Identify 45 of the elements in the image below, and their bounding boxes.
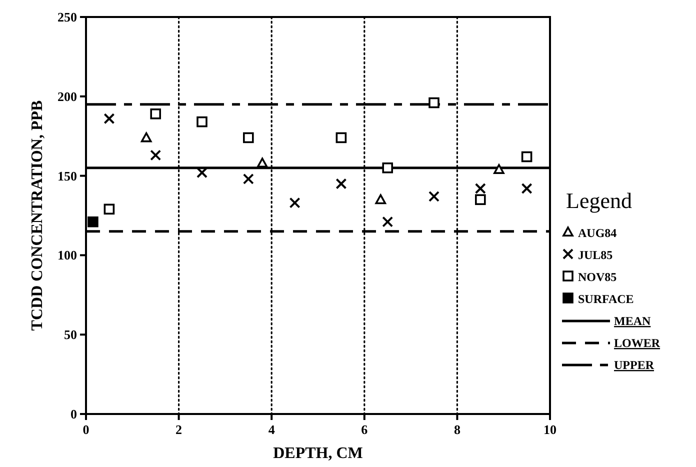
legend-label: UPPER: [614, 358, 654, 372]
legend-label: NOV85: [578, 270, 617, 284]
x-tick-label: 8: [454, 422, 461, 437]
legend-label: MEAN: [614, 314, 651, 328]
point: [140, 132, 152, 142]
point: [104, 113, 115, 124]
x-tick-label: 0: [82, 422, 90, 437]
point: [375, 194, 386, 204]
point: [521, 183, 532, 194]
point: [289, 197, 300, 208]
y-tick-label: 100: [58, 248, 77, 263]
point: [150, 150, 162, 161]
point: [428, 97, 440, 108]
point: [336, 178, 347, 190]
point: [382, 216, 394, 228]
point: [475, 194, 486, 206]
point: [494, 164, 504, 174]
point: [336, 132, 347, 144]
legend-label: SURFACE: [578, 292, 634, 306]
point: [242, 173, 254, 184]
x-tick-label: 2: [176, 422, 182, 437]
legend-title: Legend: [566, 188, 632, 213]
point: [88, 216, 98, 228]
legend-label: AUG84: [578, 226, 617, 240]
point: [243, 132, 254, 144]
point: [428, 190, 440, 202]
x-tick-label: 10: [544, 422, 556, 437]
point: [104, 204, 115, 215]
y-tick-label: 250: [58, 10, 77, 24]
y-tick-label: 0: [70, 406, 77, 422]
y-tick-label: 150: [58, 168, 77, 184]
point: [474, 183, 486, 194]
x-axis-title: DEPTH, CM: [273, 445, 363, 462]
point: [196, 116, 208, 128]
legend-label: JUL85: [578, 248, 613, 262]
point: [256, 158, 268, 168]
y-tick-label: 50: [64, 327, 77, 342]
point: [382, 162, 393, 174]
y-axis-title: TCDD CONCENTRATION, PPB: [29, 100, 46, 331]
legend-label: LOWER: [614, 336, 660, 350]
x-tick-label: 6: [361, 422, 368, 437]
x-tick-label: 4: [268, 422, 276, 437]
y-tick-label: 200: [58, 88, 77, 104]
point: [150, 108, 161, 120]
point: [521, 151, 532, 162]
